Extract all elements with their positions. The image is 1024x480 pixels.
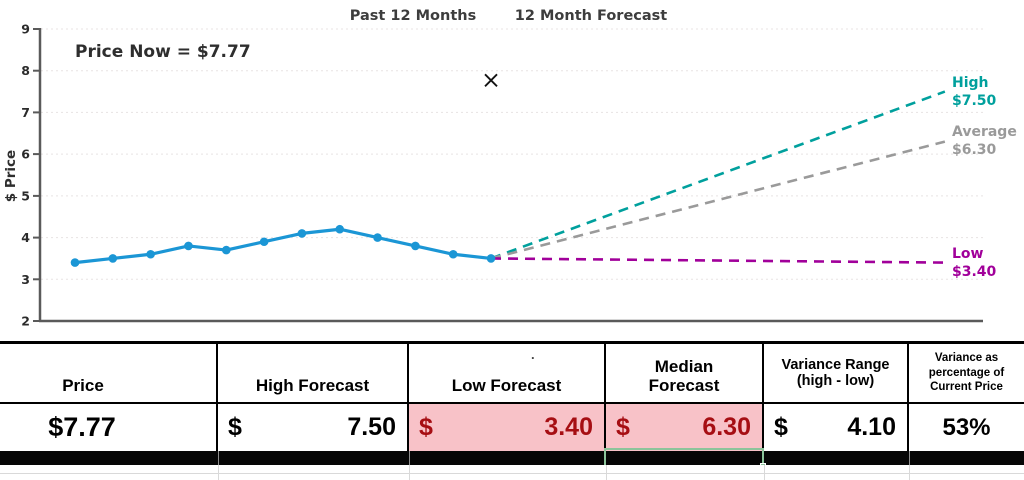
cell-high-forecast[interactable]: $ 7.50 [218, 404, 409, 451]
y-tick-label: 6 [21, 147, 30, 162]
table-value-row: $7.77 $ 7.50 $ 3.40 $ 6.30 $ 4.10 53% [0, 404, 1024, 451]
cell-amount: 4.10 [847, 413, 896, 441]
sheet-gridline [606, 465, 607, 480]
y-tick-marks [33, 28, 40, 322]
y-tick-label: 3 [21, 272, 30, 287]
header-high-forecast[interactable]: High Forecast [218, 344, 409, 402]
stray-period-mark: . [531, 347, 535, 362]
currency-symbol: $ [419, 413, 433, 441]
header-price[interactable]: Price [0, 344, 218, 402]
chart-canvas: 9 8 7 6 5 4 3 2 $ Price Past 12 Months 1… [3, 8, 1017, 329]
cell-amount: 7.50 [347, 413, 396, 441]
bar-column-divider [909, 451, 910, 465]
average-forecast-value: $6.30 [952, 142, 997, 158]
average-forecast-label: Average [952, 124, 1017, 140]
y-tick-label: 8 [21, 63, 30, 78]
cell-variance-range[interactable]: $ 4.10 [764, 404, 909, 451]
series-layer [70, 73, 946, 267]
price-now-annotation: Price Now = $7.77 [75, 42, 251, 62]
high-forecast-label: High [952, 75, 989, 91]
past-price-point [146, 249, 155, 259]
past-price-line [73, 227, 493, 265]
y-tick-label: 2 [21, 314, 30, 329]
header-median-forecast[interactable]: Median Forecast [606, 344, 764, 402]
past-price-point [70, 258, 80, 267]
forecast-line-average [490, 140, 946, 260]
sheet-gridline [0, 473, 1024, 474]
past-price-point [221, 245, 231, 255]
currency-symbol: $ [228, 413, 242, 441]
cell-variance-percentage[interactable]: 53% [942, 413, 991, 441]
past-price-point [448, 249, 458, 259]
y-tick-label: 7 [21, 105, 30, 120]
sheet-gridline [764, 465, 765, 480]
sheet-gridline [218, 465, 219, 480]
cell-amount: 6.30 [702, 413, 751, 441]
y-tick-label: 5 [21, 188, 30, 203]
forecast-line-high [490, 90, 946, 260]
sheet-strip [0, 465, 1024, 480]
past-price-point [335, 224, 345, 234]
currency-symbol: $ [774, 413, 788, 441]
bar-column-divider [409, 451, 410, 465]
currency-symbol: $ [616, 413, 630, 441]
y-axis-label: $ Price [3, 150, 19, 202]
table-header-row: Price High Forecast Low Forecast Median … [0, 341, 1024, 404]
grid-lines [41, 28, 983, 280]
cell-price[interactable]: $7.77 [0, 404, 218, 451]
price-now-marker [484, 73, 498, 87]
price-forecast-chart: 9 8 7 6 5 4 3 2 $ Price Past 12 Months 1… [3, 8, 1017, 329]
header-low-forecast[interactable]: Low Forecast [409, 344, 606, 402]
past-price-point [184, 241, 193, 251]
past-price-point [486, 254, 496, 263]
sheet-gridline [909, 465, 910, 480]
cell-low-forecast[interactable]: $ 3.40 [409, 404, 606, 451]
forecast-table: Price High Forecast Low Forecast Median … [0, 341, 1024, 480]
past-price-point [297, 229, 307, 238]
past-price-point [373, 233, 382, 242]
header-variance-range[interactable]: Variance Range (high - low) [764, 344, 909, 402]
low-forecast-value: $3.40 [952, 264, 997, 280]
chart-title-past: Past 12 Months [350, 8, 476, 24]
header-variance-percentage[interactable]: Variance as percentage of Current Price [928, 351, 1005, 394]
forecast-line-low [491, 257, 945, 264]
cell-amount: 3.40 [544, 413, 593, 441]
past-price-point [411, 241, 420, 251]
sheet-gridline [409, 465, 410, 480]
y-tick-label: 9 [21, 22, 30, 37]
chart-title-forecast: 12 Month Forecast [515, 8, 668, 24]
past-price-point [108, 254, 118, 263]
y-tick-label: 4 [21, 230, 30, 245]
past-price-point [259, 237, 269, 247]
bar-column-divider [218, 451, 219, 465]
low-forecast-label: Low [952, 246, 984, 262]
cell-median-forecast[interactable]: $ 6.30 [606, 404, 764, 451]
high-forecast-value: $7.50 [952, 93, 997, 109]
separator-bar [0, 448, 1024, 469]
